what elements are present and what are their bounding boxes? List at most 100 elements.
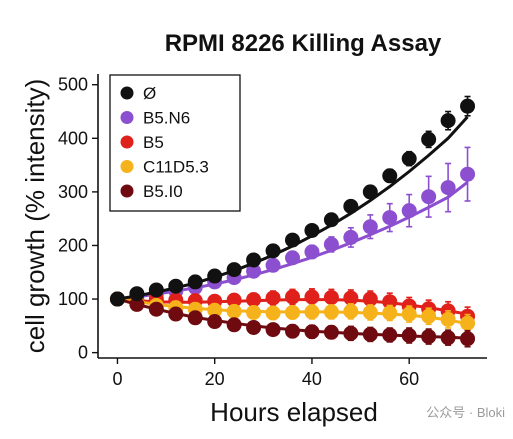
data-point — [382, 305, 398, 321]
legend-marker — [120, 184, 134, 198]
data-point — [285, 232, 300, 248]
series-layer — [109, 95, 476, 348]
data-point — [265, 243, 281, 259]
data-point — [246, 292, 262, 308]
x-tick-label: 60 — [399, 369, 419, 389]
legend-marker — [120, 135, 134, 149]
chart-title: RPMI 8226 Killing Assay — [165, 30, 442, 57]
data-point — [226, 262, 242, 278]
data-point — [362, 291, 378, 307]
data-point — [265, 257, 281, 273]
data-point — [207, 314, 223, 330]
data-point — [226, 292, 242, 308]
data-point — [421, 308, 437, 324]
legend-label: C11D5.3 — [143, 158, 209, 177]
data-point — [304, 324, 320, 340]
data-point — [187, 310, 203, 326]
data-point — [362, 219, 378, 235]
data-point — [382, 210, 398, 226]
x-tick-label: 0 — [112, 369, 122, 389]
y-tick-label: 300 — [58, 182, 88, 202]
axes: 0 100 200 300 400 500 0 20 40 60 — [58, 74, 487, 389]
data-point — [421, 329, 437, 345]
data-point — [323, 304, 339, 320]
y-tick-label: 200 — [58, 235, 88, 255]
data-point — [246, 304, 262, 320]
data-point — [246, 263, 262, 279]
data-point — [129, 296, 145, 312]
data-point — [265, 305, 281, 321]
x-tick-label: 40 — [302, 369, 322, 389]
data-point — [207, 268, 223, 284]
data-point — [440, 311, 456, 327]
data-point — [401, 306, 417, 322]
legend-marker — [120, 160, 134, 173]
legend-label: B5 — [143, 133, 164, 152]
data-point — [226, 303, 242, 319]
data-point — [440, 330, 456, 346]
series-0 — [109, 95, 476, 307]
data-point — [323, 236, 339, 252]
legend-label: Ø — [143, 84, 156, 103]
data-point — [460, 166, 476, 182]
data-point — [109, 291, 125, 307]
legend-marker — [120, 111, 134, 124]
data-point — [362, 304, 378, 320]
data-point — [226, 317, 242, 333]
data-point — [421, 189, 437, 205]
legend-label: B5.I0 — [143, 182, 183, 201]
data-point — [168, 306, 184, 322]
data-point — [246, 319, 262, 335]
data-point — [460, 331, 476, 347]
y-tick-label: 0 — [78, 343, 88, 363]
data-point — [285, 323, 300, 339]
y-tick-label: 100 — [58, 289, 88, 309]
data-point — [382, 168, 398, 184]
data-point — [304, 304, 320, 320]
data-point — [168, 278, 184, 294]
data-point — [304, 222, 320, 238]
x-tick-label: 20 — [205, 369, 225, 389]
data-point — [460, 315, 476, 331]
data-point — [343, 290, 359, 306]
data-point — [382, 327, 398, 343]
series-4 — [109, 291, 476, 348]
legend-label: B5.N6 — [143, 109, 190, 128]
data-point — [207, 302, 223, 318]
data-point — [382, 294, 398, 310]
data-point — [343, 303, 359, 319]
data-point — [148, 301, 164, 317]
data-point — [187, 274, 203, 290]
data-point — [265, 322, 281, 338]
data-point — [304, 289, 320, 305]
legend-marker — [120, 86, 134, 100]
watermark-text: 公众号 · Bloki — [426, 405, 505, 420]
data-point — [401, 203, 417, 219]
legend: Ø B5.N6 B5 C11D5.3 B5.I0 — [109, 74, 241, 212]
data-point — [362, 184, 378, 200]
data-point — [323, 212, 339, 228]
data-point — [285, 304, 300, 320]
data-point — [148, 282, 164, 298]
y-tick-label: 500 — [58, 75, 88, 95]
data-point — [323, 324, 339, 340]
data-point — [401, 327, 417, 343]
data-point — [129, 286, 145, 302]
data-point — [343, 198, 359, 214]
y-axis-title: cell growth (% intensity) — [20, 79, 50, 354]
data-point — [401, 151, 417, 167]
data-point — [343, 229, 359, 245]
data-point — [440, 113, 456, 129]
data-point — [440, 180, 456, 196]
data-point — [323, 289, 339, 305]
data-point — [304, 244, 320, 260]
data-point — [285, 289, 300, 305]
y-tick-label: 400 — [58, 128, 88, 148]
data-point — [421, 131, 437, 147]
data-point — [343, 325, 359, 341]
data-point — [285, 250, 300, 266]
data-point — [362, 326, 378, 342]
data-point — [265, 290, 281, 306]
